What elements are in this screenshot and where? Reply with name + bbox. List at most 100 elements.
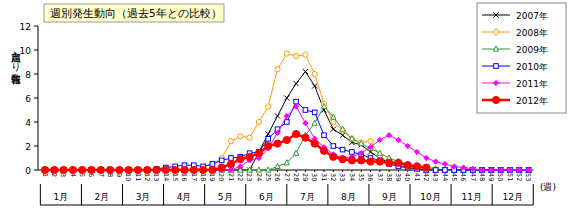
marker: [312, 120, 317, 125]
month-divider: [40, 184, 41, 205]
marker: [368, 139, 373, 144]
marker: [163, 167, 168, 172]
marker: [396, 137, 401, 142]
marker: [358, 157, 365, 164]
marker: [498, 167, 503, 172]
marker: [126, 167, 131, 172]
x-tick-label: 22: [236, 173, 244, 181]
month-label: 12月: [502, 192, 522, 202]
legend-label: 2009年: [516, 45, 548, 55]
marker: [275, 113, 280, 118]
y-tick: [34, 170, 38, 171]
x-tick-label: 47: [469, 173, 477, 181]
y-tick: [34, 74, 38, 75]
marker: [312, 71, 317, 76]
marker: [52, 167, 57, 172]
x-tick-label: 24: [255, 173, 263, 181]
y-tick-label: 12: [20, 22, 31, 32]
marker: [70, 167, 75, 172]
marker: [41, 166, 48, 173]
marker: [377, 137, 382, 142]
marker: [191, 167, 196, 172]
marker: [126, 167, 131, 172]
marker: [79, 166, 86, 173]
x-tick: [351, 170, 352, 172]
month-label: 11月: [461, 192, 481, 202]
marker: [145, 167, 150, 172]
marker: [507, 167, 512, 172]
marker: [210, 162, 215, 167]
marker: [498, 167, 503, 172]
marker: [414, 149, 419, 154]
marker: [461, 165, 466, 170]
marker: [61, 167, 66, 172]
x-tick-label: 45: [450, 173, 458, 181]
marker: [201, 167, 206, 172]
marker: [201, 167, 206, 172]
y-tick: [34, 50, 38, 51]
marker: [526, 167, 531, 172]
marker: [97, 166, 104, 173]
marker: [52, 167, 57, 172]
marker: [423, 164, 430, 171]
marker: [312, 83, 317, 88]
marker: [517, 167, 522, 172]
marker: [303, 108, 308, 113]
marker: [348, 157, 355, 164]
series-line: [45, 102, 529, 170]
x-tick-label: 23: [245, 173, 253, 181]
x-tick-label: 17: [190, 173, 198, 181]
marker: [228, 167, 233, 172]
x-tick: [370, 170, 371, 172]
marker: [154, 167, 159, 172]
marker: [517, 167, 522, 172]
marker: [320, 147, 327, 154]
x-tick: [342, 170, 343, 172]
marker: [247, 167, 252, 172]
marker: [89, 167, 94, 172]
marker: [238, 134, 243, 139]
marker: [125, 166, 132, 173]
marker: [387, 160, 392, 165]
marker: [162, 166, 169, 173]
x-tick-label: 50: [496, 173, 504, 181]
month-divider: [451, 184, 452, 205]
marker: [507, 167, 512, 172]
month-divider: [492, 184, 493, 205]
marker: [376, 158, 383, 165]
marker: [387, 133, 392, 138]
marker: [368, 145, 373, 150]
marker: [191, 167, 196, 172]
marker: [294, 53, 299, 58]
x-tick-label: 40: [403, 173, 411, 181]
marker: [145, 167, 150, 172]
x-tick-label: 13: [152, 173, 160, 181]
marker: [247, 167, 252, 172]
marker: [433, 168, 438, 173]
month-divider: [410, 184, 411, 205]
marker: [274, 140, 281, 147]
marker: [219, 158, 224, 163]
marker: [284, 113, 289, 118]
marker: [228, 139, 233, 144]
marker: [182, 167, 187, 172]
marker: [293, 130, 300, 137]
marker: [182, 167, 187, 172]
marker: [443, 168, 448, 173]
series: [43, 99, 531, 172]
marker: [302, 134, 309, 141]
marker: [442, 161, 447, 166]
marker: [442, 167, 447, 172]
marker: [433, 167, 438, 172]
marker: [340, 147, 345, 152]
marker: [359, 151, 364, 156]
marker: [508, 168, 513, 173]
marker: [442, 167, 447, 172]
chart: 0246810121234567891011121314151617181920…: [0, 0, 571, 211]
marker: [117, 167, 122, 172]
legend: 2007年2008年2009年2010年2011年2012年: [477, 3, 566, 113]
x-tick-label: 30: [310, 173, 318, 181]
marker: [492, 96, 499, 103]
marker: [88, 166, 95, 173]
marker: [181, 166, 188, 173]
